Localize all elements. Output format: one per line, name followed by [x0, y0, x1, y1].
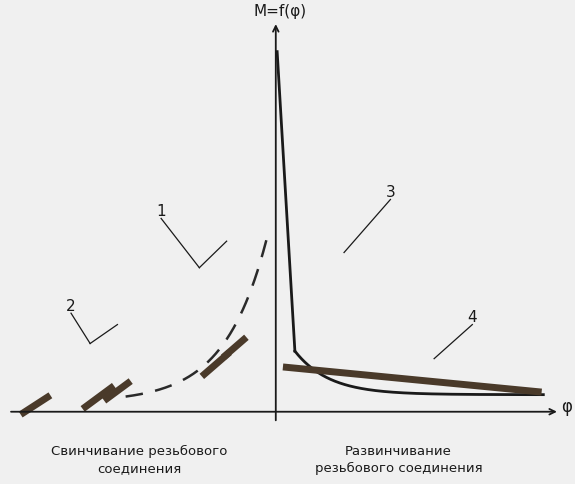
Text: 2: 2	[66, 299, 76, 314]
Text: φ: φ	[561, 397, 572, 415]
Text: Развинчивание
резьбового соединения: Развинчивание резьбового соединения	[315, 444, 482, 474]
Text: Свинчивание резьбового
соединения: Свинчивание резьбового соединения	[51, 444, 228, 474]
Text: 4: 4	[467, 310, 477, 325]
Text: 3: 3	[386, 185, 396, 200]
Text: M=f(φ): M=f(φ)	[254, 3, 306, 18]
Text: 1: 1	[156, 204, 166, 219]
